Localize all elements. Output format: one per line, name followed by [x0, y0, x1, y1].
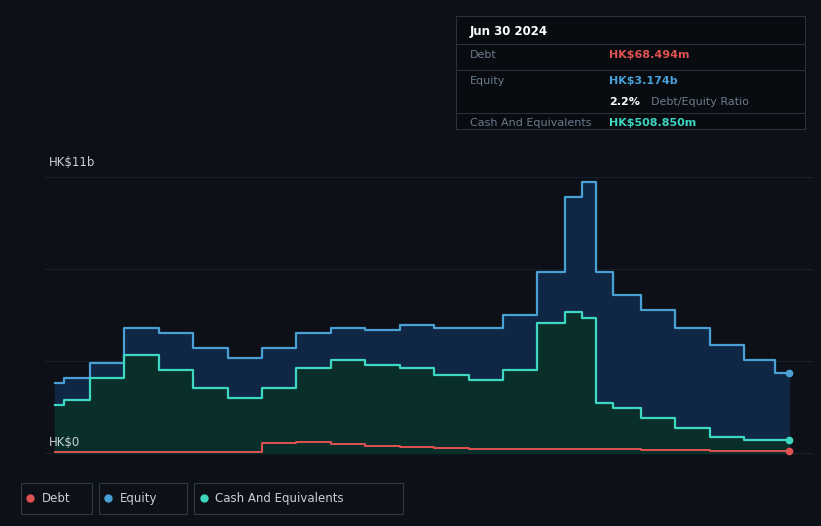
Text: HK$11b: HK$11b — [48, 157, 95, 169]
Text: Cash And Equivalents: Cash And Equivalents — [470, 118, 591, 128]
Text: 2.2%: 2.2% — [609, 97, 640, 107]
Text: Equity: Equity — [470, 76, 505, 86]
Text: Cash And Equivalents: Cash And Equivalents — [215, 492, 344, 505]
Text: HK$68.494m: HK$68.494m — [609, 50, 690, 60]
FancyBboxPatch shape — [21, 483, 92, 514]
Text: HK$3.174b: HK$3.174b — [609, 76, 678, 86]
Text: Debt: Debt — [42, 492, 71, 505]
Text: HK$508.850m: HK$508.850m — [609, 118, 696, 128]
Text: HK$0: HK$0 — [48, 436, 80, 449]
Text: Debt: Debt — [470, 50, 497, 60]
Text: Equity: Equity — [120, 492, 158, 505]
Text: Debt/Equity Ratio: Debt/Equity Ratio — [651, 97, 749, 107]
FancyBboxPatch shape — [99, 483, 187, 514]
FancyBboxPatch shape — [194, 483, 403, 514]
Text: Jun 30 2024: Jun 30 2024 — [470, 25, 548, 38]
